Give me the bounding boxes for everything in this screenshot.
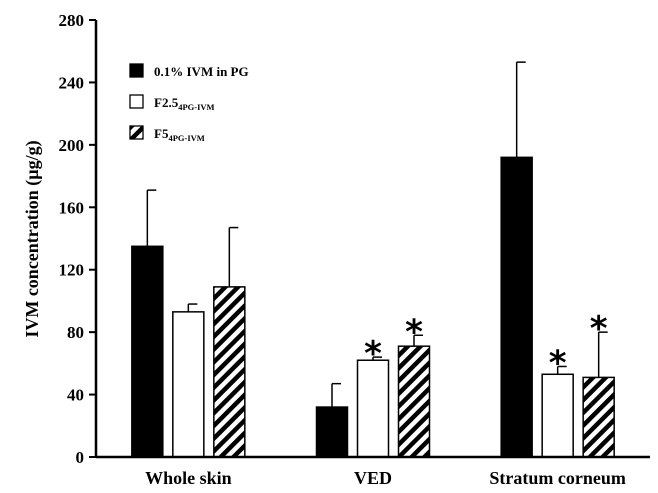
y-tick-label: 40: [67, 386, 84, 405]
x-category-label: Whole skin: [145, 468, 232, 488]
bar: [582, 376, 615, 458]
axes-layer: 0 40 80 120 160 200 240 280 Whole skin VED Stratum…: [59, 11, 650, 488]
legend-swatch: [129, 125, 144, 140]
y-tick-label: 0: [76, 448, 85, 467]
bar: [500, 156, 533, 458]
legend: 0.1% IVM in PG F2.54PG-IVM F54PG-IVM: [129, 63, 249, 143]
bar: [397, 345, 431, 458]
bar: [172, 311, 205, 458]
bar: [213, 286, 246, 458]
legend-label: F2.54PG-IVM: [154, 95, 215, 112]
bar: [541, 373, 574, 458]
legend-label: F54PG-IVM: [154, 126, 205, 143]
significance-marker: *: [549, 343, 567, 383]
y-tick-label: 160: [59, 198, 85, 217]
significance-marker: *: [364, 334, 382, 374]
legend-swatch: [129, 63, 144, 78]
y-tick-label: 120: [59, 261, 85, 280]
y-tick-label: 280: [59, 11, 85, 30]
legend-swatch: [129, 94, 144, 109]
bar: [356, 359, 390, 458]
x-category-label: VED: [354, 468, 392, 488]
y-tick-label: 240: [59, 73, 85, 92]
y-tick-label: 200: [59, 136, 85, 155]
significance-marker: *: [590, 309, 608, 349]
bar: [131, 245, 164, 458]
bars-layer: * * * *: [131, 61, 615, 458]
bar: [315, 406, 349, 458]
y-axis-label: IVM concentration (µg/g): [22, 140, 43, 337]
y-tick-label: 80: [67, 323, 84, 342]
x-category-label: Stratum corneum: [489, 468, 625, 488]
significance-marker: *: [405, 312, 423, 352]
legend-label: 0.1% IVM in PG: [154, 64, 249, 79]
